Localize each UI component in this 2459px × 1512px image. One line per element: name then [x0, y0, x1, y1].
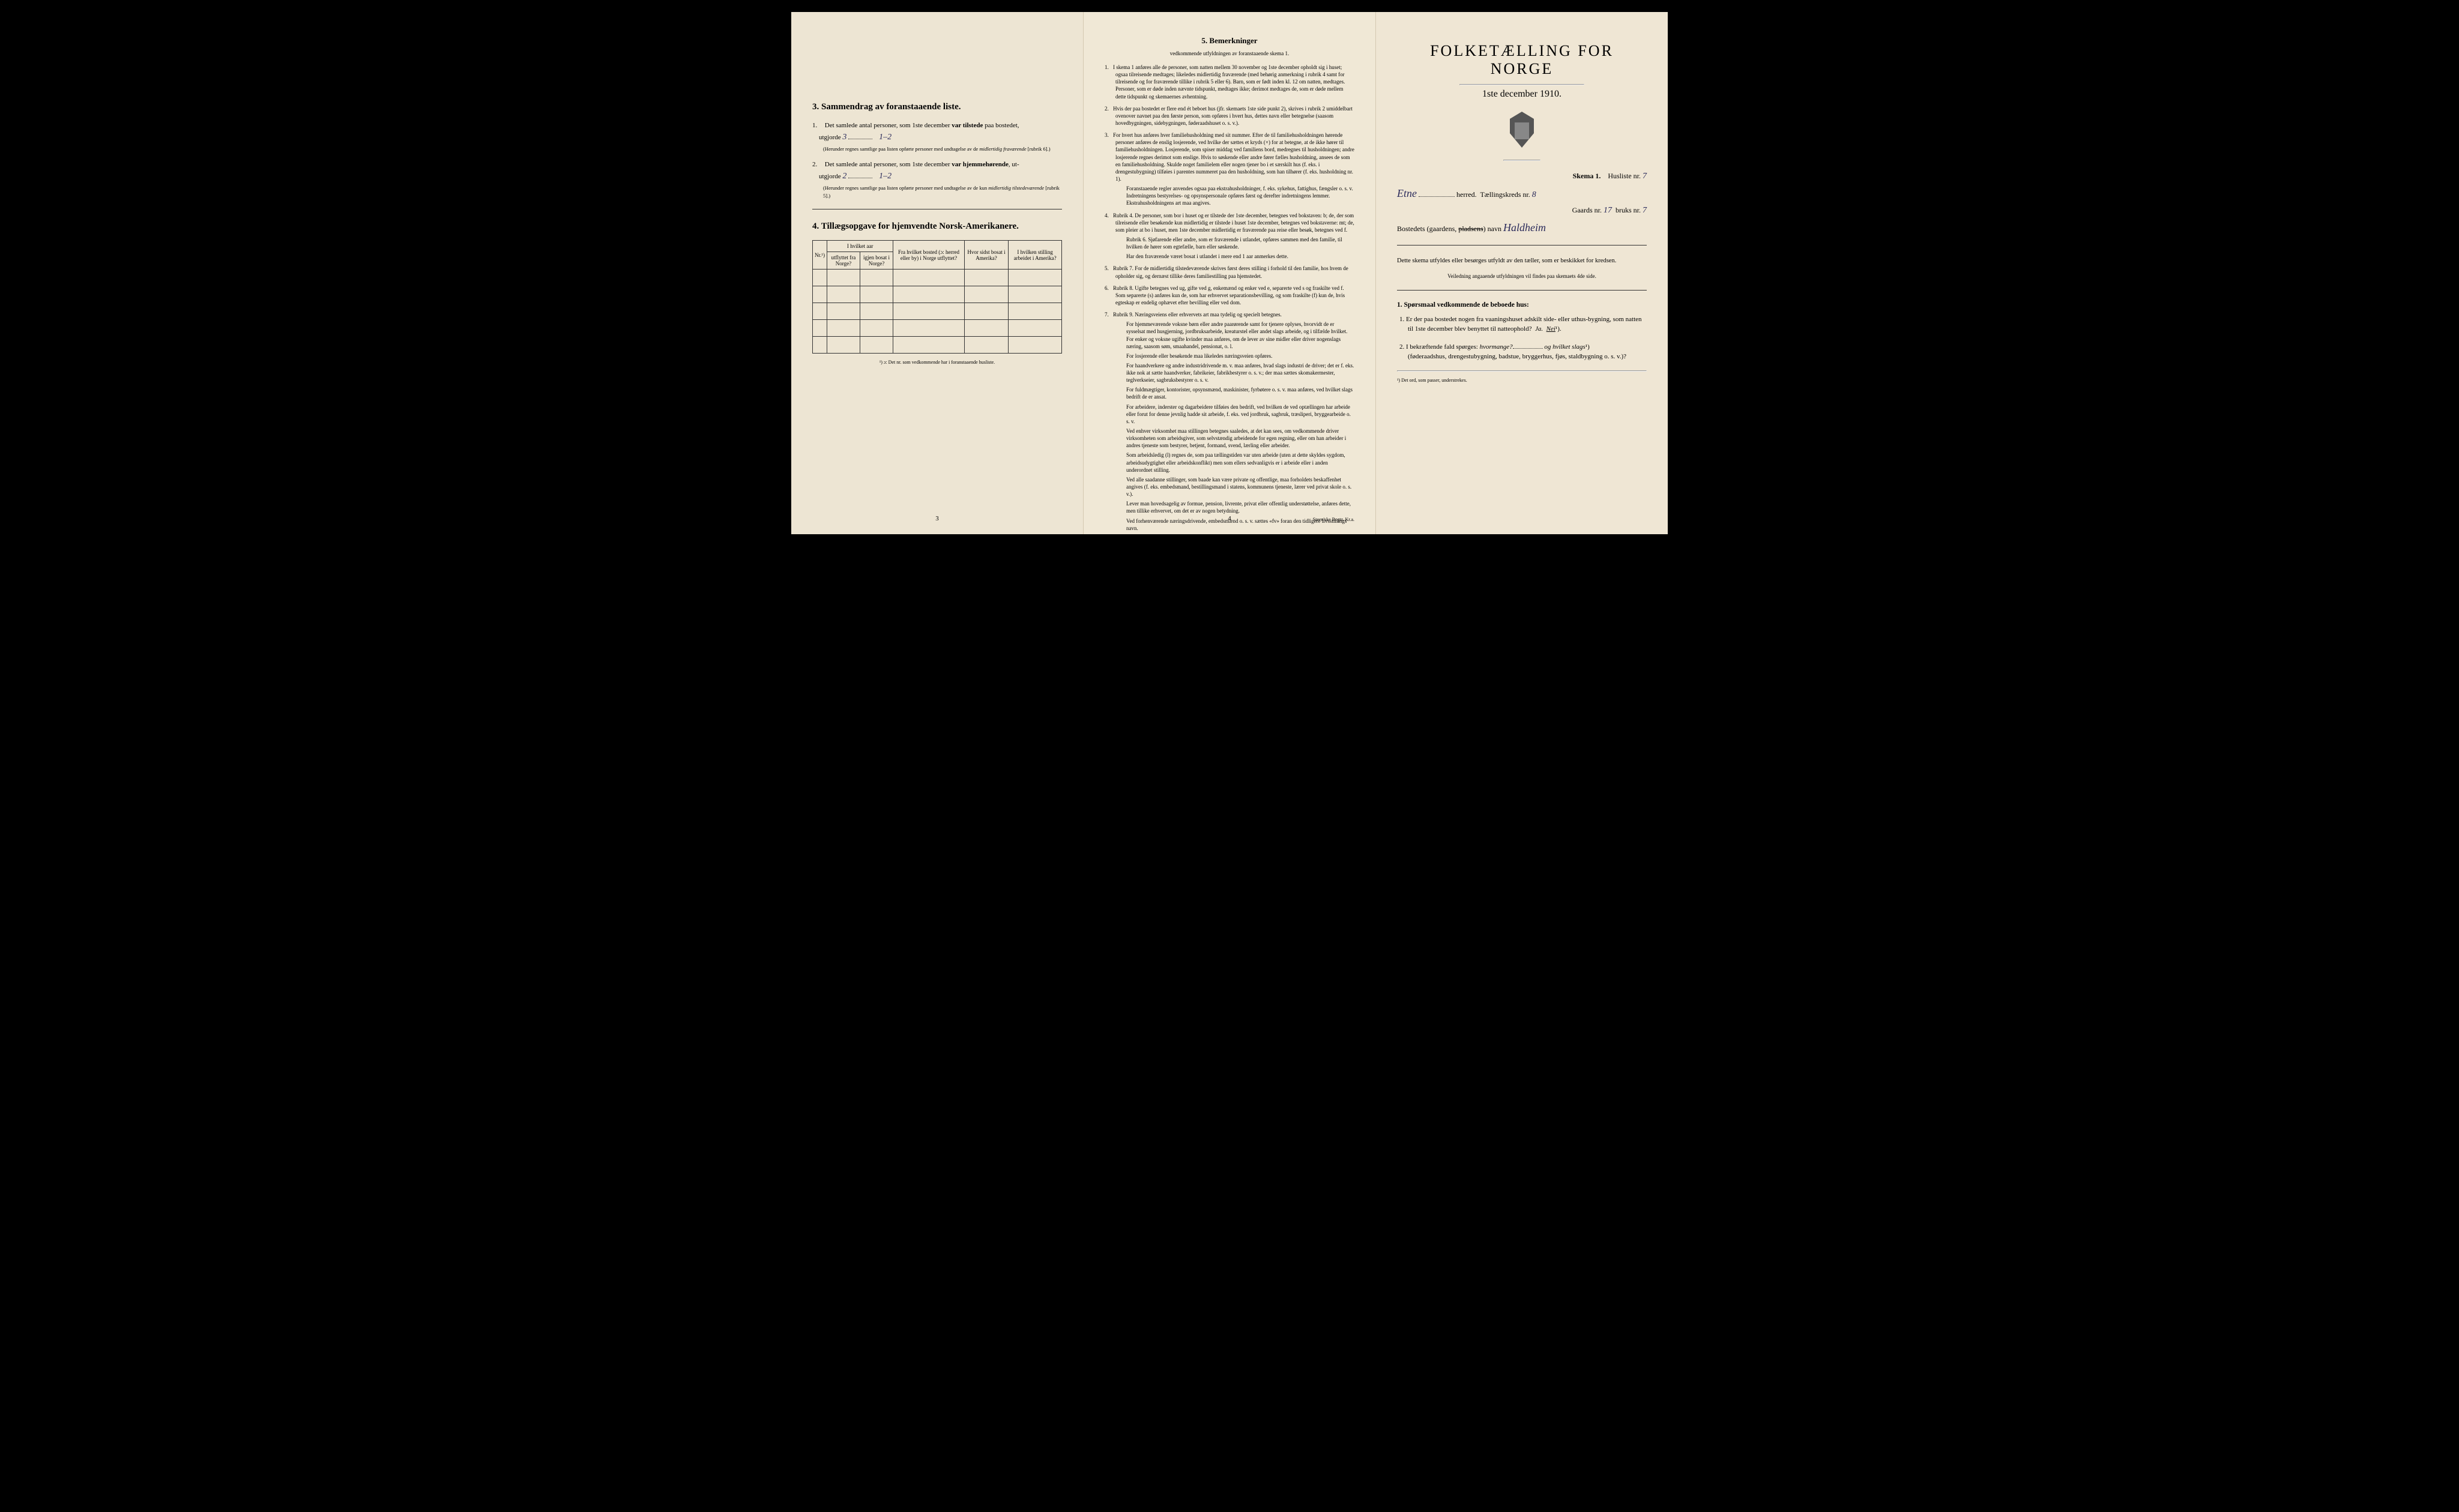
coat-of-arms-icon: [1507, 112, 1537, 148]
col-occ: I hvilken stilling arbeidet i Amerika?: [1009, 241, 1062, 270]
table-row: [813, 337, 1062, 354]
hw-kreds: 8: [1532, 190, 1536, 199]
table-row: [813, 303, 1062, 320]
item-2: 2. Det samlede antal personer, som 1ste …: [812, 160, 1062, 199]
section4-heading: 4. Tillægsopgave for hjemvendte Norsk-Am…: [812, 221, 1062, 232]
table-row: [813, 270, 1062, 286]
remarks-subtitle: vedkommende utfyldningen av foranstaaend…: [1105, 50, 1354, 56]
remarks-heading: 5. Bemerkninger: [1105, 36, 1354, 46]
census-date: 1ste december 1910.: [1397, 89, 1647, 100]
hw-bosted: Haldheim: [1503, 221, 1546, 233]
main-title: FOLKETÆLLING FOR NORGE: [1397, 42, 1647, 78]
section3-heading: 3. Sammendrag av foranstaaende liste.: [812, 102, 1062, 112]
page-middle: 5. Bemerkninger vedkommende utfyldningen…: [1084, 12, 1376, 534]
hw-range-1: 1–2: [879, 133, 892, 142]
col-year-head: I hvilket aar: [827, 241, 893, 252]
emigrant-table: Nr.¹) I hvilket aar Fra hvilket bosted (…: [812, 240, 1062, 354]
page-number: 4: [1228, 515, 1231, 522]
hw-husliste: 7: [1643, 172, 1647, 181]
hw-value-1: 3: [842, 133, 846, 142]
guidance-note: Veiledning angaaende utfyldningen vil fi…: [1397, 273, 1647, 279]
remarks-list: 1.I skema 1 anføres alle de personer, so…: [1105, 64, 1354, 551]
page-right: FOLKETÆLLING FOR NORGE 1ste december 191…: [1376, 12, 1668, 534]
hw-range-2: 1–2: [879, 172, 892, 181]
census-document: 3. Sammendrag av foranstaaende liste. 1.…: [791, 12, 1668, 534]
question-2: 2. I bekræftende fald spørges: hvormange…: [1408, 340, 1647, 362]
col-nr: Nr.¹): [813, 241, 827, 270]
col-where: Hvor sidst bosat i Amerika?: [964, 241, 1008, 270]
table-footnote: ¹) ɔ: Det nr. som vedkommende har i fora…: [812, 360, 1062, 365]
col-from: Fra hvilket bosted (ɔ: herred eller by) …: [893, 241, 965, 270]
hw-value-2: 2: [842, 172, 846, 181]
questions-section: 1. Spørsmaal vedkommende de beboede hus:…: [1397, 301, 1647, 362]
question-1: 1. Er der paa bostedet nogen fra vaaning…: [1408, 315, 1647, 334]
page-number: 3: [935, 515, 939, 522]
hw-gaards: 17: [1604, 206, 1612, 215]
answer-nei: Nei: [1546, 325, 1555, 333]
hw-herred: Etne: [1397, 187, 1417, 199]
col-year-a: utflyttet fra Norge?: [827, 252, 860, 270]
footnote: ¹) Det ord, som passer, understrekes.: [1397, 378, 1647, 383]
page-left: 3. Sammendrag av foranstaaende liste. 1.…: [791, 12, 1084, 534]
hw-bruks: 7: [1643, 206, 1647, 215]
printer-mark: Steen'ske Bogtr. Kr.a.: [1313, 517, 1354, 522]
col-year-b: igjen bosat i Norge?: [860, 252, 893, 270]
filler-instruction: Dette skema utfyldes eller besørges utfy…: [1397, 256, 1647, 266]
table-row: [813, 320, 1062, 337]
table-row: [813, 286, 1062, 303]
item-1: 1. Det samlede antal personer, som 1ste …: [812, 121, 1062, 152]
